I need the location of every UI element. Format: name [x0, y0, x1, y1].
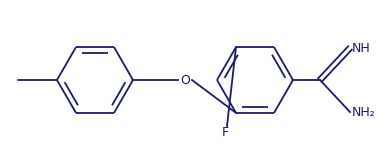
Text: O: O: [180, 74, 190, 87]
Text: NH: NH: [352, 42, 371, 54]
Text: F: F: [221, 126, 229, 140]
Text: NH₂: NH₂: [352, 105, 376, 118]
